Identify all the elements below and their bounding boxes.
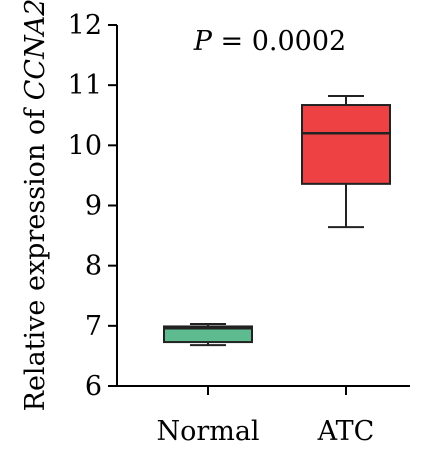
y-tick-label: 10 — [68, 130, 102, 161]
y-tick-label: 12 — [68, 10, 102, 41]
box-normal — [163, 323, 253, 347]
y-axis-ticks: 6 7 8 9 10 11 12 — [68, 10, 117, 402]
y-tick-label: 8 — [85, 251, 102, 282]
boxes — [163, 94, 391, 347]
p-value-equals: = — [212, 26, 252, 57]
iqr-box — [163, 325, 253, 344]
p-value-annotation: P = 0.0002 — [193, 26, 346, 57]
y-tick-label: 11 — [68, 70, 102, 101]
y-tick-label: 9 — [85, 191, 102, 222]
y-tick-label: 6 — [85, 371, 102, 402]
x-tick-label: Normal — [156, 416, 259, 447]
y-axis-label: Relative expression of CCNA2 — [20, 0, 51, 411]
y-axis-label-gene: CCNA2 — [20, 0, 51, 100]
x-tick-label: ATC — [317, 416, 375, 447]
y-axis-label-prefix: Relative expression of — [20, 100, 51, 411]
iqr-box — [301, 104, 391, 185]
y-tick-label: 7 — [85, 311, 102, 342]
x-axis-ticks: Normal ATC — [156, 386, 374, 447]
p-value-symbol: P — [193, 26, 213, 57]
p-value-number: 0.0002 — [252, 26, 346, 57]
box-atc — [301, 94, 391, 229]
